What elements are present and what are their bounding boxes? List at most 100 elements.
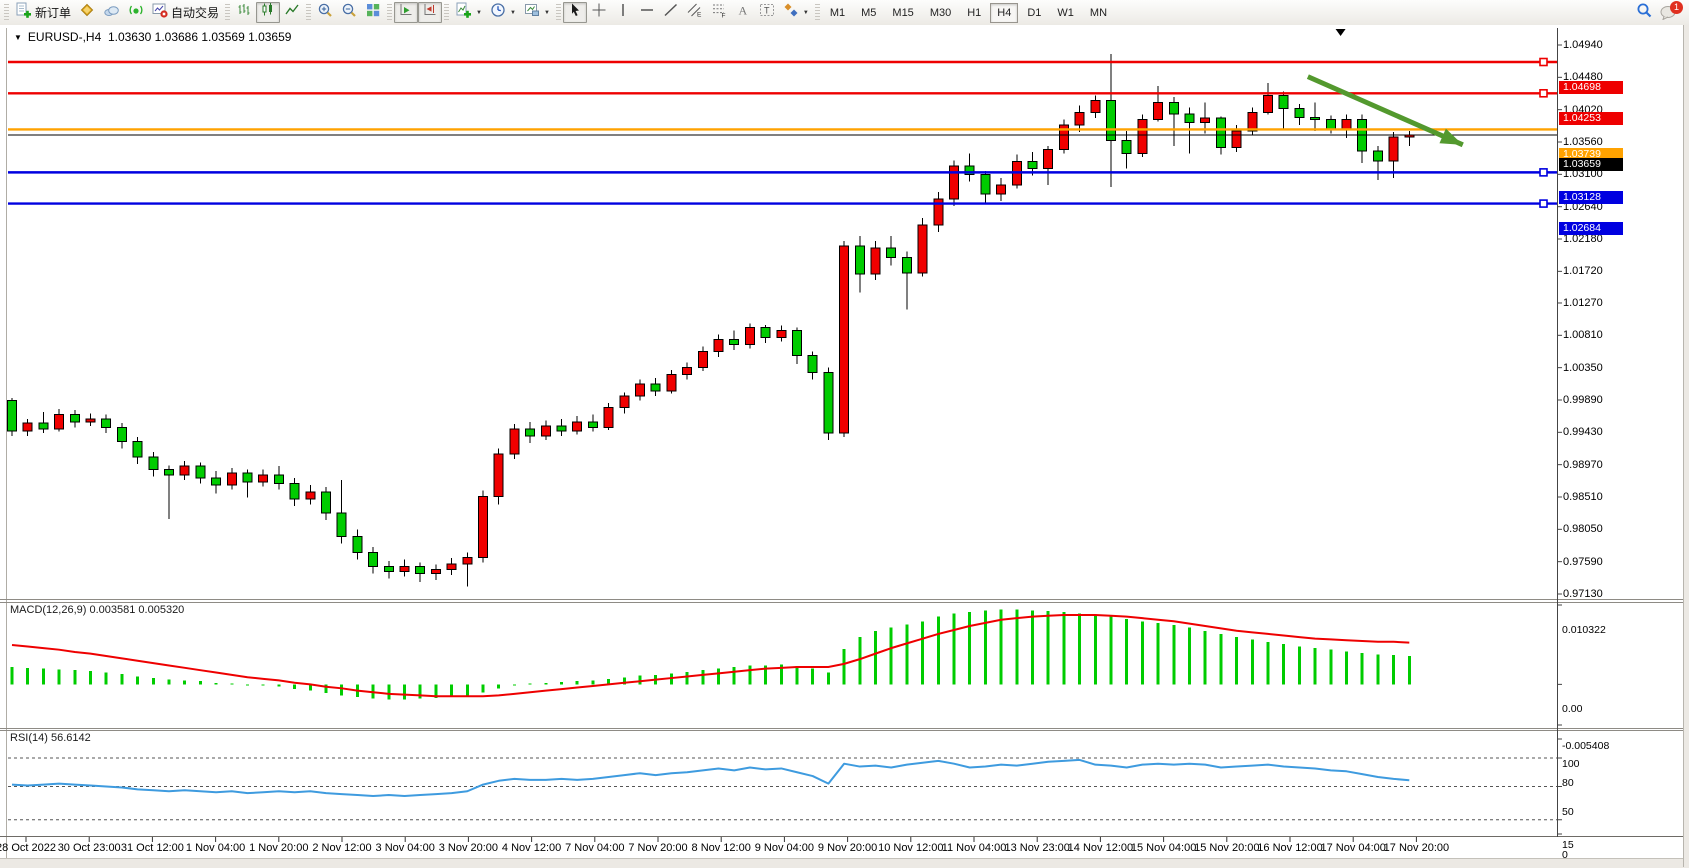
periods-button[interactable]: ▼ — [486, 2, 520, 23]
macd-histogram-bar — [73, 670, 77, 685]
autotrading-button[interactable]: 自动交易 — [148, 2, 223, 23]
line-handle[interactable] — [1539, 57, 1548, 67]
macd-histogram-bar — [246, 684, 249, 686]
macd-histogram-bar — [1046, 611, 1050, 685]
cloud-icon[interactable] — [99, 2, 124, 23]
toolbar-grip — [555, 3, 561, 22]
timeframe-d1-button[interactable]: D1 — [1027, 6, 1042, 19]
trend-arrow-head[interactable] — [1439, 128, 1463, 145]
candle-body — [540, 425, 551, 437]
chevron-down-icon[interactable]: ▼ — [802, 9, 809, 16]
cursor-button[interactable] — [562, 2, 587, 23]
vertical-line-button[interactable] — [611, 2, 635, 23]
equidistant-channel-button[interactable]: E — [683, 2, 707, 23]
auto-scroll-button[interactable] — [394, 2, 419, 23]
candles-layer — [7, 54, 1415, 587]
candle-body — [116, 426, 127, 442]
line-handle[interactable] — [1539, 88, 1548, 98]
candle-body — [273, 474, 284, 485]
templates-button[interactable]: ▼ — [520, 2, 554, 23]
candle-body — [776, 329, 787, 338]
candle-body — [1121, 140, 1132, 154]
macd-histogram-bar — [151, 678, 155, 685]
timeframe-m15-button[interactable]: M15 — [892, 6, 914, 19]
zoom-out-button[interactable] — [337, 2, 361, 23]
text-button[interactable]: A — [731, 2, 755, 23]
candle-body — [949, 165, 959, 200]
zoom-in-button[interactable] — [313, 2, 337, 23]
candle-body — [242, 472, 253, 483]
macd-histogram-bar — [1313, 648, 1317, 685]
bar-chart-button[interactable] — [232, 2, 256, 23]
candle-body — [1200, 117, 1211, 123]
macd-histogram-bar — [1407, 655, 1411, 685]
toolbar-grip — [225, 3, 231, 22]
timeframe-m5-button[interactable]: M5 — [861, 6, 877, 19]
macd-histogram-bar — [230, 683, 234, 685]
timeframe-m1-button[interactable]: M1 — [829, 6, 846, 19]
candle-body — [823, 372, 834, 434]
candle-body — [368, 552, 379, 568]
macd-histogram-bar — [858, 637, 862, 685]
timeframe-h1-button[interactable]: H1 — [967, 6, 982, 19]
notifications-button[interactable]: 1 — [1659, 0, 1683, 23]
macd-histogram-bar — [183, 680, 187, 685]
chevron-down-icon[interactable]: ▼ — [543, 9, 550, 16]
macd-histogram-bar — [905, 624, 909, 685]
gold-diamond-icon[interactable] — [75, 2, 99, 23]
candlestick-button[interactable] — [256, 2, 281, 23]
macd-histogram-bar — [685, 671, 689, 685]
macd-histogram-bar — [936, 616, 940, 685]
candle-body — [258, 474, 269, 483]
chart-shift-marker[interactable] — [1335, 29, 1346, 36]
chevron-down-icon[interactable]: ▼ — [476, 9, 482, 16]
candle-body — [870, 247, 881, 275]
chart-shift-button[interactable] — [418, 2, 443, 23]
macd-histogram-bar — [120, 674, 124, 685]
candle-body — [729, 339, 740, 345]
timeframe-m30-button[interactable]: M30 — [929, 6, 952, 19]
timeframe-mn-button[interactable]: MN — [1089, 6, 1108, 19]
tile-windows-button[interactable] — [361, 2, 385, 23]
text-label-button[interactable]: T — [755, 2, 779, 23]
macd-histogram-bar — [26, 667, 30, 685]
candle-body — [415, 566, 426, 575]
timeframe-h4-button[interactable]: H4 — [990, 2, 1019, 23]
candle-body — [792, 329, 802, 357]
macd-histogram-bar — [1062, 611, 1066, 685]
horizontal-line-button[interactable] — [635, 2, 659, 23]
macd-histogram-bar — [340, 684, 344, 696]
pane-separator[interactable] — [0, 730, 1683, 731]
fibonacci-button[interactable]: F — [707, 2, 731, 23]
new-order-button[interactable]: 新订单 — [11, 2, 75, 23]
macd-histogram-bar — [921, 621, 925, 685]
macd-histogram-bar — [1282, 644, 1286, 685]
shapes-button[interactable]: ▼ — [779, 2, 813, 23]
trendline-button[interactable] — [659, 2, 683, 23]
macd-histogram-bar — [999, 609, 1003, 685]
line-handle[interactable] — [1539, 168, 1548, 177]
candle-body — [1247, 111, 1258, 132]
signals-icon[interactable] — [124, 2, 148, 23]
chart-window[interactable]: ▼ EURUSD-,H4 1.03630 1.03686 1.03569 1.03… — [0, 25, 1689, 868]
candle-body — [54, 414, 65, 430]
chart-canvas[interactable] — [0, 25, 1689, 867]
indicators-button[interactable]: ▼ — [451, 2, 486, 23]
pane-separator[interactable] — [0, 602, 1683, 603]
macd-histogram-bar — [418, 684, 422, 699]
crosshair-button[interactable] — [587, 2, 611, 23]
pane-separator[interactable] — [0, 728, 1683, 729]
line-chart-button[interactable] — [280, 2, 304, 23]
chevron-down-icon[interactable]: ▼ — [509, 9, 516, 16]
pane-separator[interactable] — [0, 599, 1683, 600]
candle-body — [933, 198, 944, 226]
macd-histogram-bar — [450, 684, 454, 697]
trend-arrow-line[interactable] — [1306, 74, 1464, 148]
notification-count-badge: 1 — [1670, 0, 1683, 14]
timeframe-w1-button[interactable]: W1 — [1057, 6, 1074, 19]
search-icon[interactable] — [1636, 2, 1653, 24]
candle-body — [666, 374, 677, 392]
line-handle[interactable] — [1539, 199, 1548, 208]
candle-body — [1137, 119, 1148, 154]
macd-histogram-bar — [1235, 637, 1239, 685]
